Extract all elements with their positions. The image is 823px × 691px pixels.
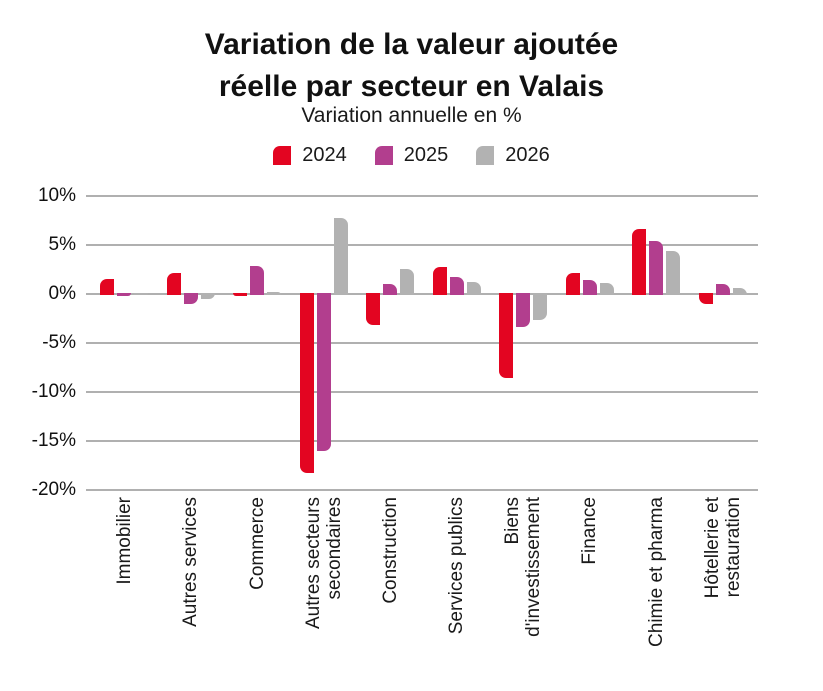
bar — [299, 293, 314, 474]
chart-title: Variation de la valeur ajoutée réelle pa… — [0, 24, 823, 108]
x-axis-label: Finance — [579, 497, 600, 565]
x-axis-label: Hôtellerie et restauration — [701, 497, 744, 599]
bar — [250, 265, 264, 295]
bar — [582, 280, 597, 295]
legend-item-2024: 2024 — [273, 144, 347, 167]
bar — [599, 283, 614, 295]
bar — [649, 241, 663, 295]
bar — [466, 282, 481, 295]
y-tick-label: -15% — [31, 430, 76, 451]
y-tick-label: 10% — [37, 185, 76, 206]
y-tick-label: 0% — [48, 283, 76, 304]
bar — [383, 284, 397, 295]
chart-title-line1: Variation de la valeur ajoutée — [204, 28, 619, 61]
bar — [516, 293, 530, 328]
bar — [565, 273, 580, 295]
gridline — [86, 391, 758, 393]
x-axis-label: Commerce — [246, 497, 268, 590]
legend-item-2026: 2026 — [476, 144, 550, 167]
bar — [533, 293, 547, 321]
bar — [233, 293, 247, 296]
bar — [316, 293, 331, 451]
legend-item-2025: 2025 — [374, 144, 449, 167]
y-tick-label: -10% — [31, 381, 76, 402]
legend-label: 2026 — [505, 144, 550, 166]
bar — [698, 293, 713, 304]
bar — [267, 292, 281, 295]
bar — [366, 293, 380, 326]
legend-swatch-red — [273, 146, 292, 165]
gridline — [86, 489, 758, 491]
bar — [732, 288, 747, 295]
y-tick-label: 5% — [48, 234, 76, 255]
bar — [117, 293, 131, 296]
x-axis-label: Chimie et pharma — [645, 497, 667, 647]
bar — [100, 279, 114, 295]
legend-swatch-purple — [374, 146, 393, 165]
legend: 2024 2025 2026 — [0, 144, 823, 167]
bar — [666, 250, 680, 295]
bar — [449, 277, 464, 295]
x-axis-label: Autres services — [180, 497, 201, 627]
x-axis-label: Construction — [379, 497, 401, 604]
x-axis-label: Biens d'investissement — [502, 497, 544, 637]
x-axis-label: Immobilier — [113, 497, 135, 585]
legend-label: 2024 — [302, 144, 347, 166]
x-axis-label: Autres secteurs secondaires — [302, 497, 345, 629]
y-tick-label: -20% — [31, 479, 76, 500]
chart-title-line2: réelle par secteur en Valais — [218, 70, 605, 103]
chart-subtitle: Variation annuelle en % — [301, 104, 522, 127]
gridline — [86, 195, 758, 197]
bar — [432, 266, 447, 295]
bar — [499, 293, 513, 379]
gridline — [86, 440, 758, 442]
gridline — [86, 342, 758, 344]
bar — [166, 273, 181, 295]
bar — [200, 293, 215, 299]
x-axis-label: Services publics — [446, 497, 467, 635]
legend-label: 2025 — [403, 144, 449, 166]
gridline — [86, 244, 758, 246]
bar — [715, 284, 730, 295]
gridline — [86, 293, 758, 295]
bar — [134, 293, 148, 295]
bar — [400, 268, 414, 295]
legend-swatch-gray — [476, 146, 495, 165]
bar — [632, 229, 646, 295]
bar — [183, 293, 198, 304]
y-tick-label: -5% — [42, 332, 76, 353]
bar — [333, 217, 348, 295]
